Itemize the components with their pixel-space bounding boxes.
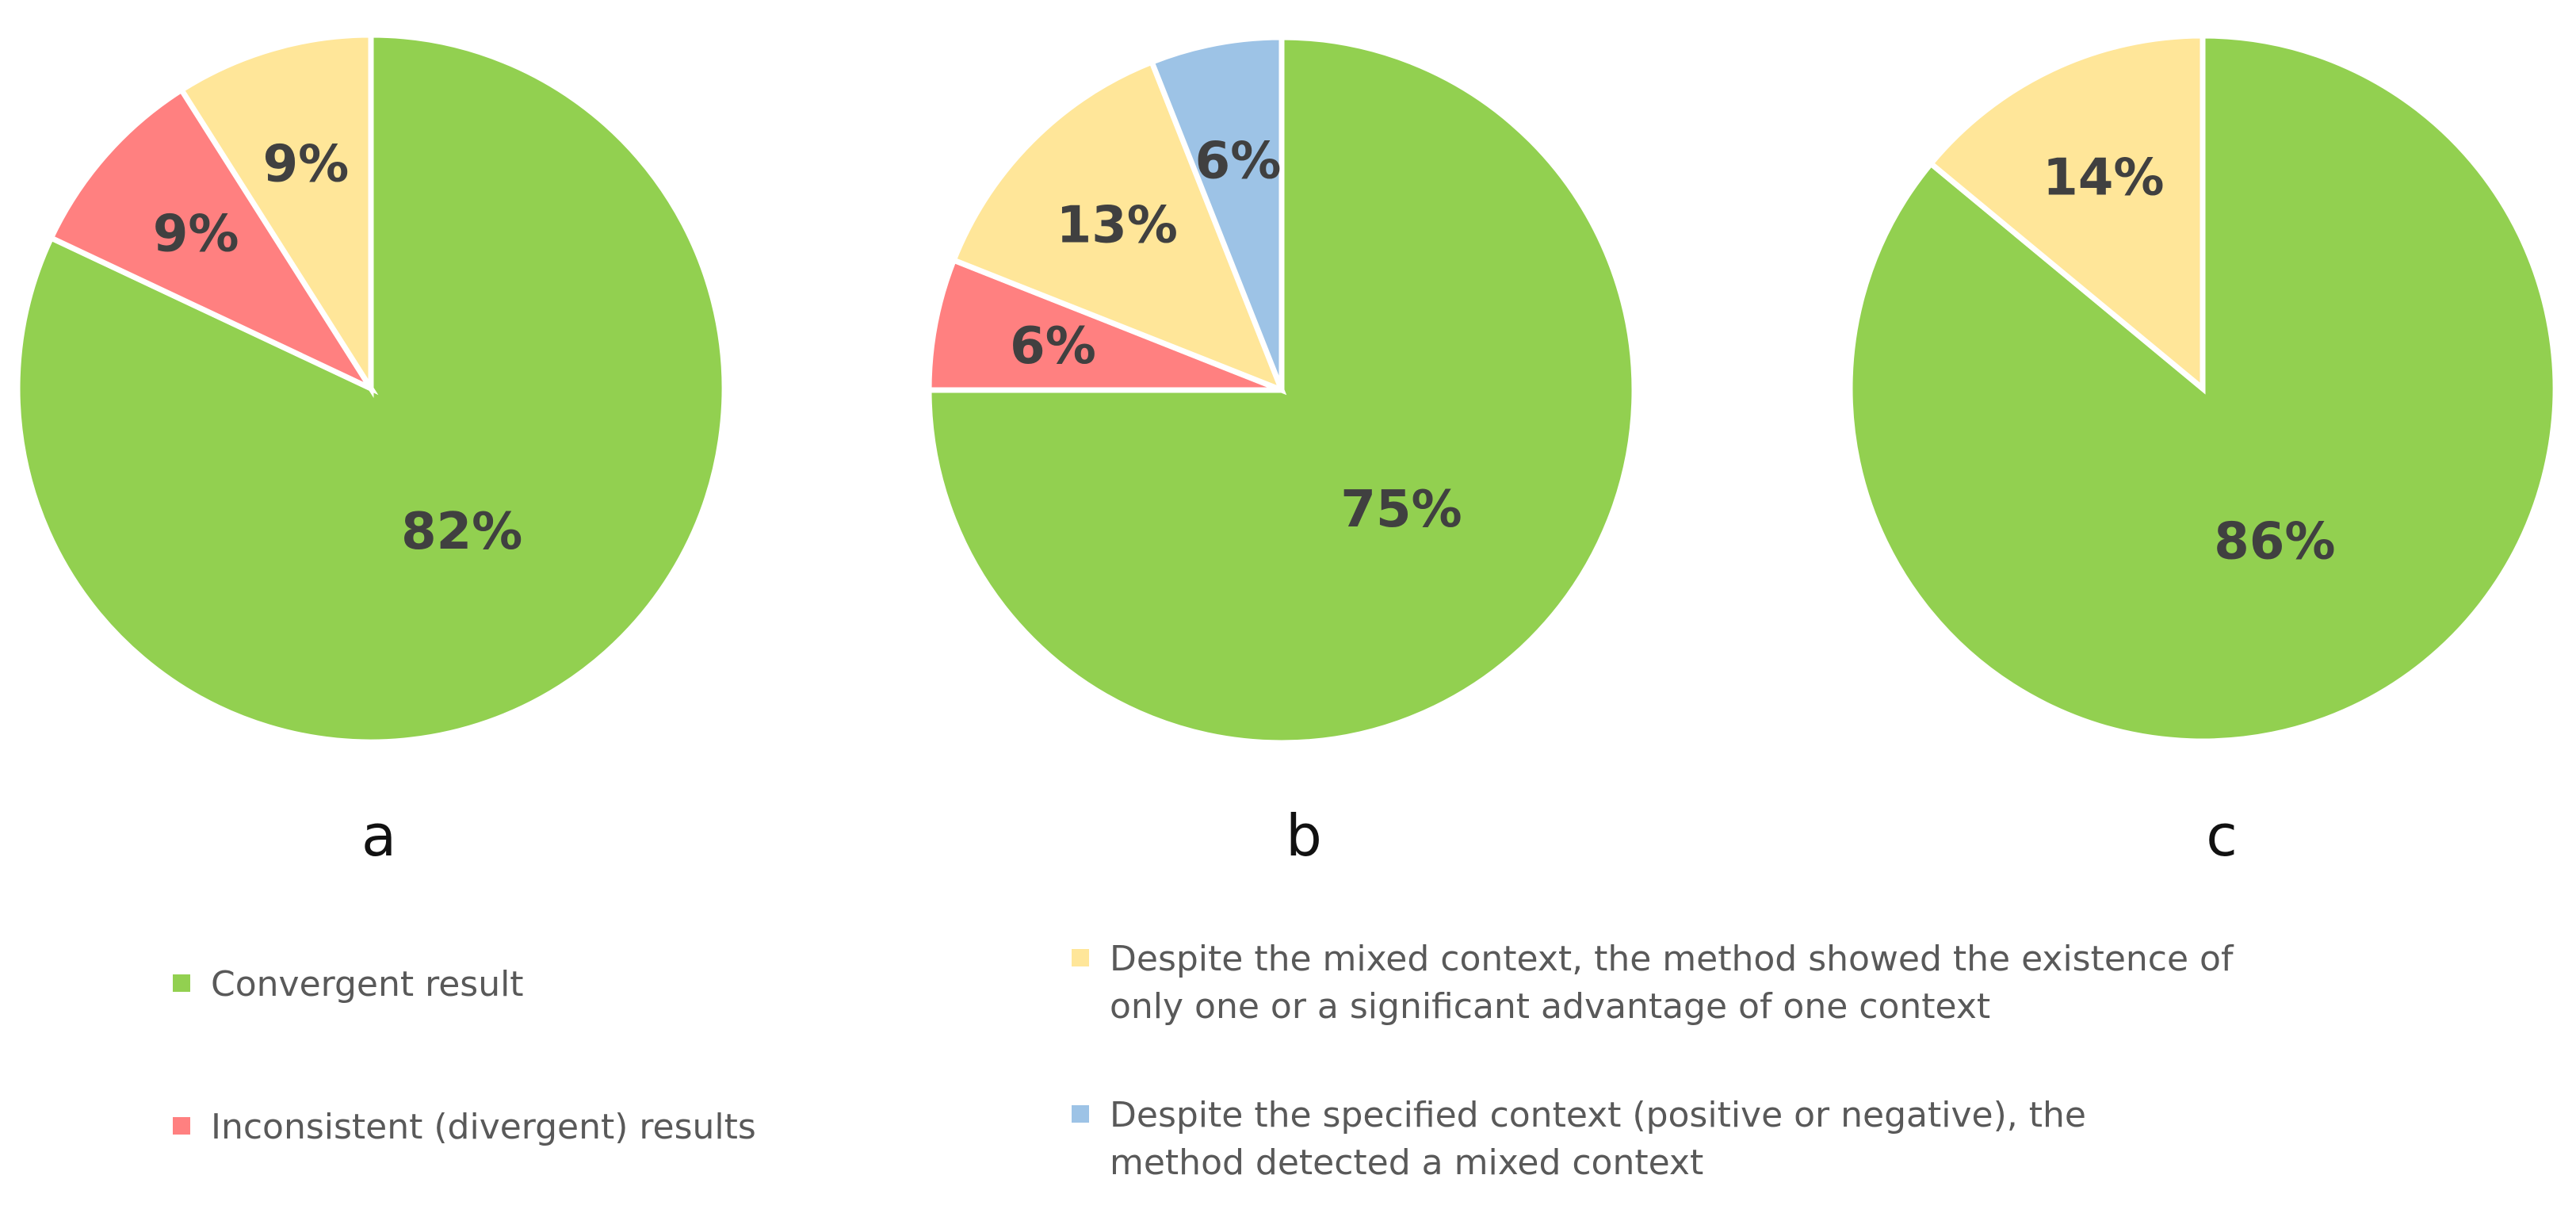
pie-b-slice-mixed-detected	[1148, 34, 1285, 392]
pie-b-slice-single-context	[950, 58, 1287, 396]
pie-b-label-inconsistent: 6%	[1010, 317, 1096, 376]
panel-label-a: a	[361, 802, 397, 869]
legend-text-single-context: Despite the mixed context, the method sh…	[1110, 936, 2233, 1031]
pie-b-label-single-context: 13%	[1057, 196, 1178, 254]
panel-label-b: b	[1286, 802, 1322, 869]
legend-swatch-convergent	[173, 974, 190, 992]
legend-item-mixed-detected: Despite the specified context (positive …	[1072, 1092, 2086, 1187]
pie-a-label-inconsistent: 9%	[153, 205, 239, 263]
legend-text-mixed-detected-line1: Despite the specified context (positive …	[1110, 1095, 2086, 1135]
legend-swatch-mixed-detected	[1072, 1105, 1089, 1123]
legend-text-inconsistent: Inconsistent (divergent) results	[211, 1107, 756, 1147]
pie-chart-c: 86% 14%	[1847, 33, 2559, 744]
pie-a-slice-inconsistent	[47, 86, 379, 396]
legend-swatch-single-context	[1072, 949, 1089, 966]
legend-item-single-context: Despite the mixed context, the method sh…	[1072, 936, 2233, 1031]
panel-label-c: c	[2206, 802, 2238, 869]
pie-chart-b: 75% 6% 13% 6%	[926, 34, 1638, 746]
pie-chart-a: 82% 9% 9%	[14, 32, 728, 745]
legend-text-single-context-line2: only one or a significant advantage of o…	[1110, 986, 1991, 1027]
legend-text-single-context-line1: Despite the mixed context, the method sh…	[1110, 939, 2234, 979]
pie-a-label-convergent: 82%	[401, 503, 522, 561]
legend-item-convergent: Convergent result	[173, 961, 524, 1008]
legend-item-inconsistent: Inconsistent (divergent) results	[173, 1104, 756, 1151]
pie-a-label-single-context: 9%	[263, 135, 350, 193]
pie-c-slice-single-context	[1927, 33, 2206, 395]
legend-text-mixed-detected: Despite the specified context (positive …	[1110, 1092, 2086, 1187]
legend-swatch-inconsistent	[173, 1117, 190, 1135]
legend-text-convergent: Convergent result	[211, 964, 524, 1005]
pie-b-label-mixed-detected: 6%	[1195, 132, 1282, 191]
pie-a-slice-single-context	[178, 32, 374, 399]
pie-c-label-convergent: 86%	[2214, 512, 2335, 571]
pie-c-label-single-context: 14%	[2043, 148, 2164, 207]
pie-b-label-convergent: 75%	[1340, 480, 1462, 539]
legend-text-mixed-detected-line2: method detected a mixed context	[1110, 1142, 1704, 1183]
